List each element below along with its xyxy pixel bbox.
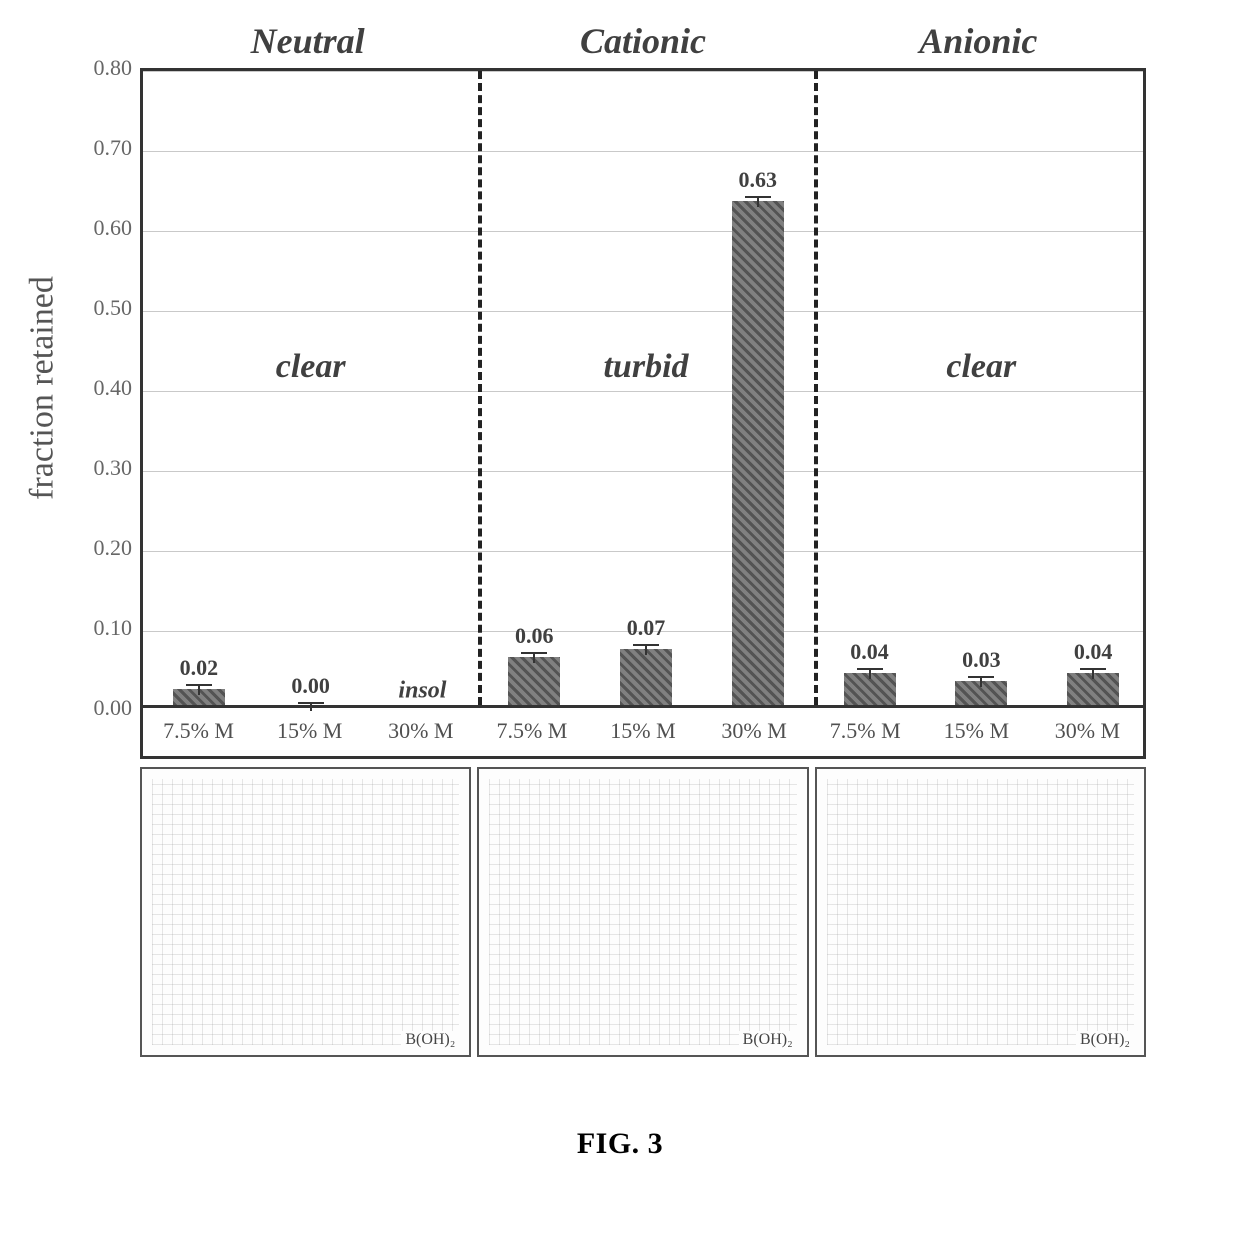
- gridline: [143, 471, 1143, 472]
- error-cap: [633, 644, 659, 646]
- error-bar: [533, 653, 535, 663]
- section-header-anionic: Anionic: [811, 20, 1146, 68]
- y-tick-label: 0.40: [94, 375, 133, 401]
- chem-structures-row: B(OH)₂ B(OH)₂ B(OH)₂: [140, 767, 1146, 1057]
- error-bar: [1092, 669, 1094, 679]
- x-category-label: 7.5% M: [476, 708, 587, 756]
- y-tick-label: 0.50: [94, 295, 133, 321]
- gridline: [143, 71, 1143, 72]
- chem-structure-cationic: B(OH)₂: [477, 767, 808, 1057]
- figure-caption: FIG. 3: [20, 1127, 1220, 1161]
- section-headers: Neutral Cationic Anionic: [140, 20, 1146, 68]
- section-header-neutral: Neutral: [140, 20, 475, 68]
- error-cap: [186, 684, 212, 686]
- error-cap: [968, 676, 994, 678]
- error-bar: [198, 685, 200, 695]
- error-cap: [745, 196, 771, 198]
- bar: [620, 649, 672, 705]
- plot-area: clear turbid clear 0.02 0.00 insol 0.06 0.07 0.6…: [140, 68, 1146, 708]
- bar-value-label: 0.63: [739, 167, 778, 193]
- chem-structure-tag: B(OH)₂: [401, 1031, 459, 1049]
- error-bar: [757, 197, 759, 207]
- error-bar: [645, 645, 647, 655]
- y-axis-ticks: 0.000.100.200.300.400.500.600.700.80: [70, 68, 140, 708]
- bar: [732, 201, 784, 705]
- chem-structure-tag: B(OH)₂: [739, 1031, 797, 1049]
- y-axis-label-wrap: fraction retained: [20, 68, 70, 708]
- section-divider: [814, 71, 818, 705]
- x-category-label: 15% M: [921, 708, 1032, 756]
- y-tick-label: 0.20: [94, 535, 133, 561]
- gridline: [143, 551, 1143, 552]
- chem-structure-placeholder: [827, 779, 1134, 1045]
- y-tick-label: 0.00: [94, 695, 133, 721]
- bar-value-label: 0.03: [962, 647, 1001, 673]
- gridline: [143, 391, 1143, 392]
- error-bar: [310, 703, 312, 711]
- gridline: [143, 231, 1143, 232]
- bar-value-label: 0.04: [1074, 639, 1113, 665]
- x-category-label: 30% M: [1032, 708, 1143, 756]
- x-category-label: 7.5% M: [143, 708, 254, 756]
- y-tick-label: 0.60: [94, 215, 133, 241]
- chart-row: fraction retained 0.00 0.10 0.20 0.30 0.40 0.…: [20, 68, 1220, 708]
- chem-structure-placeholder: [152, 779, 459, 1045]
- section-annotation: turbid: [603, 348, 688, 386]
- bar-value-label: 0.06: [515, 623, 554, 649]
- chem-structure-anionic: B(OH)₂: [815, 767, 1146, 1057]
- chem-structure-tag: B(OH)₂: [1076, 1031, 1134, 1049]
- bar-value-label: 0.02: [180, 655, 219, 681]
- error-bar: [869, 669, 871, 679]
- error-cap: [521, 652, 547, 654]
- bar-value-label: 0.00: [291, 673, 330, 699]
- y-axis-label: fraction retained: [23, 276, 61, 500]
- section-header-cationic: Cationic: [475, 20, 810, 68]
- y-tick-label: 0.70: [94, 135, 133, 161]
- chem-structure-placeholder: [489, 779, 796, 1045]
- gridline: [143, 311, 1143, 312]
- x-category-label: 15% M: [254, 708, 365, 756]
- error-cap: [857, 668, 883, 670]
- x-category-label: 30% M: [365, 708, 476, 756]
- error-cap: [298, 702, 324, 704]
- x-category-label: 30% M: [699, 708, 810, 756]
- section-annotation: clear: [946, 348, 1016, 386]
- x-category-label: 7.5% M: [810, 708, 921, 756]
- y-tick-label: 0.80: [94, 55, 133, 81]
- x-category-label: 15% M: [587, 708, 698, 756]
- error-bar: [980, 677, 982, 687]
- gridline: [143, 151, 1143, 152]
- figure: Neutral Cationic Anionic fraction retain…: [20, 20, 1220, 1161]
- section-annotation: clear: [276, 348, 346, 386]
- bar-value-label: 0.04: [850, 639, 889, 665]
- y-tick-label: 0.10: [94, 615, 133, 641]
- x-axis-categories: 7.5% M15% M30% M7.5% M15% M30% M7.5% M15…: [140, 708, 1146, 759]
- error-cap: [1080, 668, 1106, 670]
- bar: [508, 657, 560, 705]
- bar-insol-label: insol: [398, 678, 446, 705]
- section-divider: [478, 71, 482, 705]
- chem-structure-neutral: B(OH)₂: [140, 767, 471, 1057]
- y-tick-label: 0.30: [94, 455, 133, 481]
- bar-value-label: 0.07: [627, 615, 666, 641]
